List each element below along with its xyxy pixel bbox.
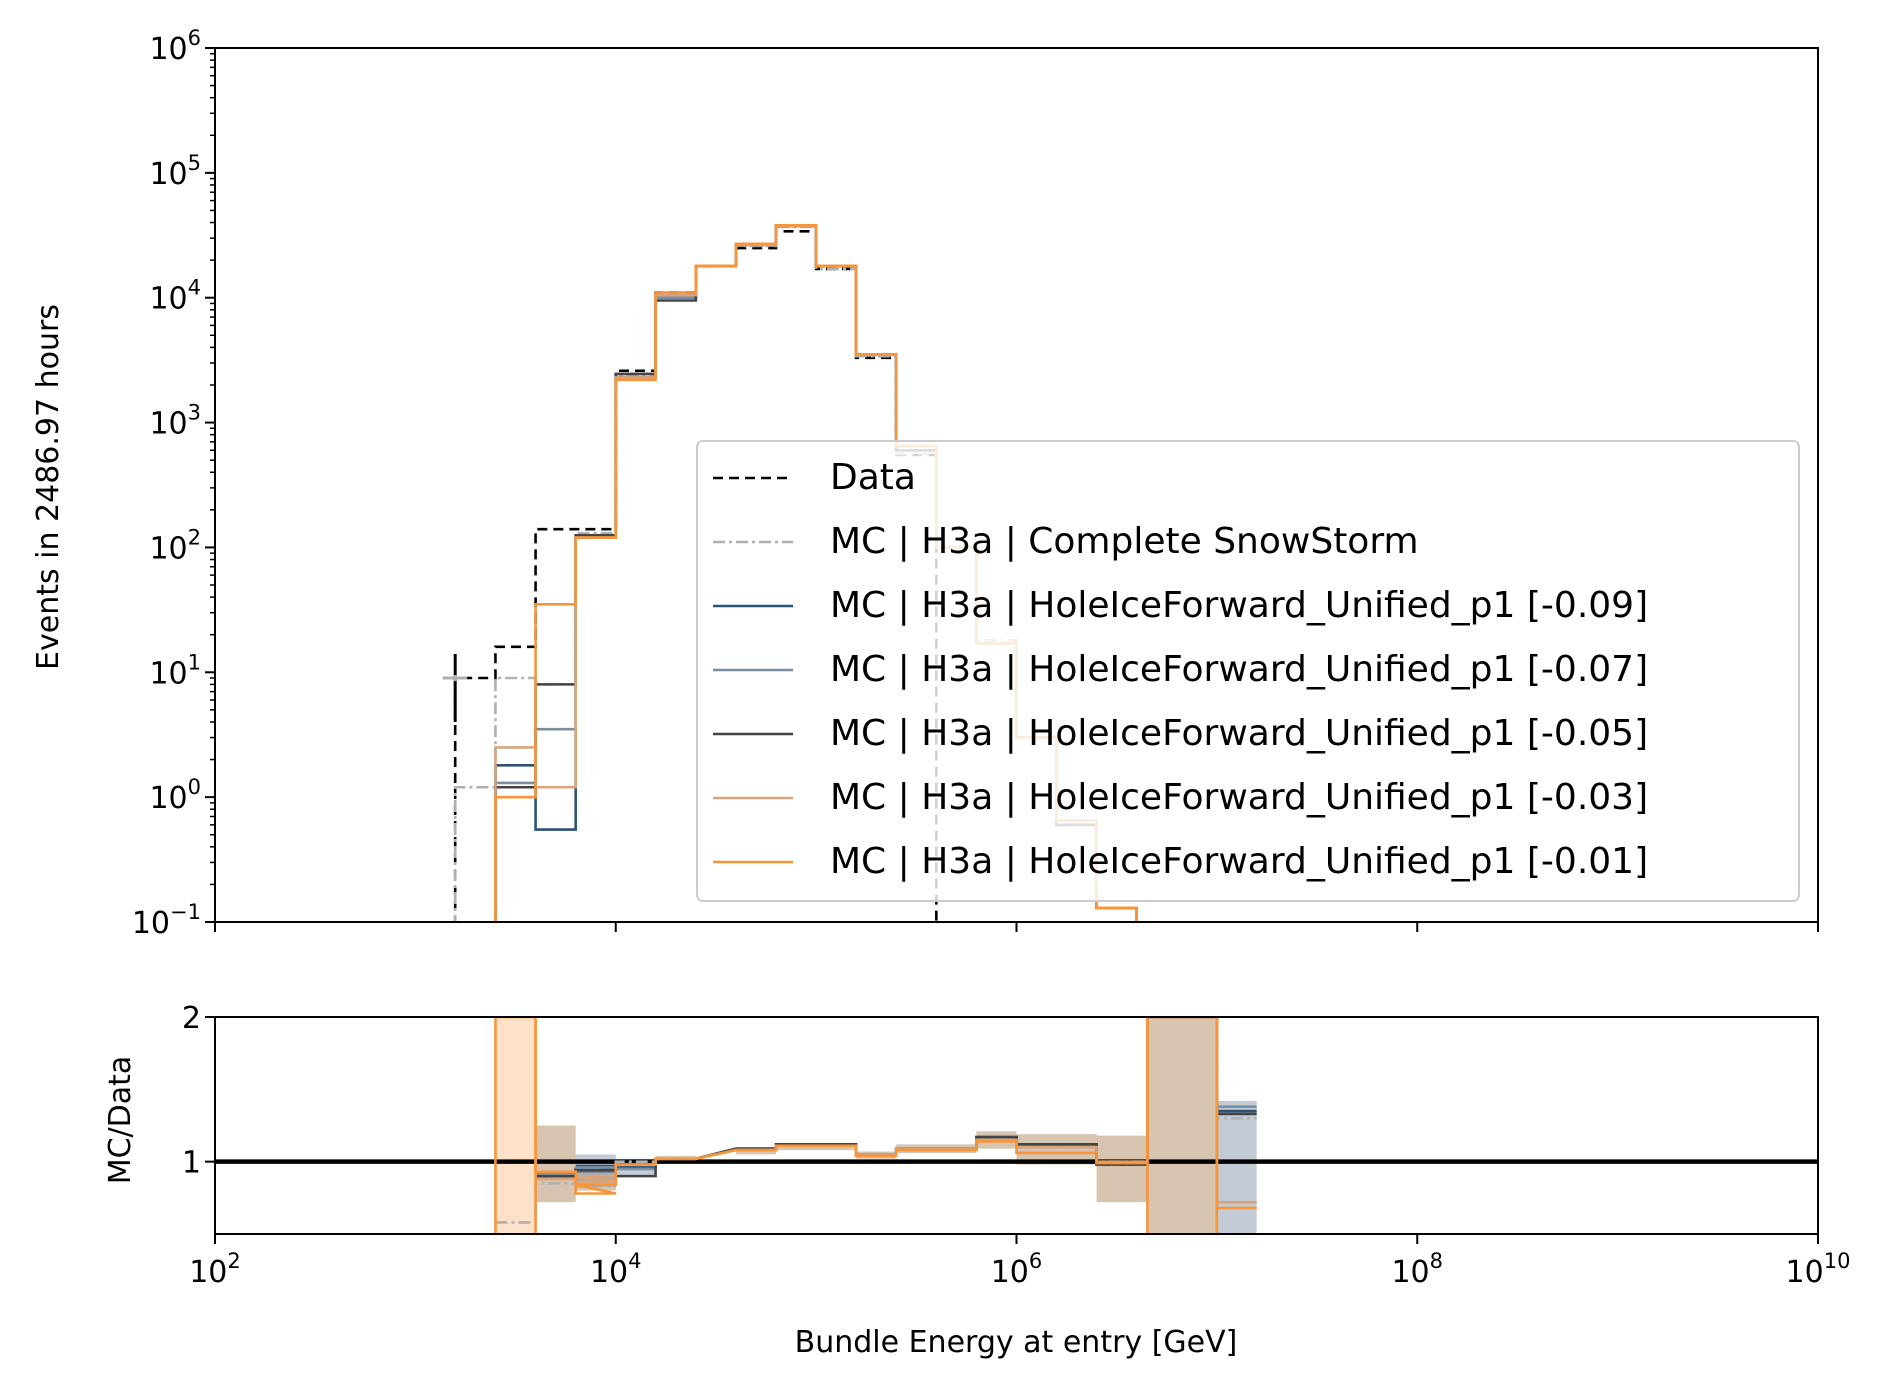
x-tick-exponent-0: 2 <box>227 1249 240 1273</box>
ratio-y-tick-label-1: 2 <box>182 1001 201 1036</box>
main-y-tick-exponent-2: 1 <box>188 650 201 674</box>
legend-label-0: Data <box>830 457 916 498</box>
x-tick-exponent-3: 8 <box>1430 1249 1443 1273</box>
legend-label-5: MC | H3a | HoleIceForward_Unified_p1 [-0… <box>830 777 1648 818</box>
x-tick-exponent-4: 10 <box>1824 1249 1851 1273</box>
ratio-band-14 <box>1185 1017 1217 1234</box>
ratio-band-15 <box>1216 1100 1257 1234</box>
main-y-tick-exponent-1: 0 <box>188 775 201 799</box>
legend-label-6: MC | H3a | HoleIceForward_Unified_p1 [-0… <box>830 841 1648 882</box>
main-y-tick-exponent-7: 6 <box>188 26 201 50</box>
ratio-band-12 <box>1096 1135 1148 1203</box>
ratio-band-13 <box>1147 1017 1186 1234</box>
main-y-tick-exponent-4: 3 <box>188 401 201 425</box>
legend-label-1: MC | H3a | Complete SnowStorm <box>830 521 1419 562</box>
x-tick-exponent-2: 6 <box>1029 1249 1042 1273</box>
main-y-tick-exponent-5: 4 <box>188 276 201 300</box>
x-tick-label-3: 108 <box>1391 1249 1443 1290</box>
ratio-y-axis-label: MC/Data <box>103 1056 138 1185</box>
x-tick-exponent-1: 4 <box>628 1249 641 1273</box>
main-y-tick-exponent-0: −1 <box>170 900 201 924</box>
ratio-band-0 <box>495 1017 536 1234</box>
legend-label-3: MC | H3a | HoleIceForward_Unified_p1 [-0… <box>830 649 1648 690</box>
legend-box <box>696 440 1800 902</box>
ratio-content <box>215 1017 1818 1234</box>
main-y-tick-exponent-6: 5 <box>188 151 201 175</box>
main-y-axis-label: Events in 2486.97 hours <box>31 304 66 670</box>
legend-label-2: MC | H3a | HoleIceForward_Unified_p1 [-0… <box>830 585 1648 626</box>
legend: Data MC | H3a | Complete SnowStorm MC | H3… <box>696 440 1800 902</box>
legend-label-4: MC | H3a | HoleIceForward_Unified_p1 [-0… <box>830 713 1648 754</box>
ratio-y-tick-label-0: 1 <box>182 1146 201 1181</box>
ratio-series-0 <box>495 1017 1257 1224</box>
main-y-tick-label-5: 104 <box>149 276 201 317</box>
x-axis-label: Bundle Energy at entry [GeV] <box>795 1325 1238 1360</box>
main-y-tick-exponent-3: 2 <box>188 525 201 549</box>
